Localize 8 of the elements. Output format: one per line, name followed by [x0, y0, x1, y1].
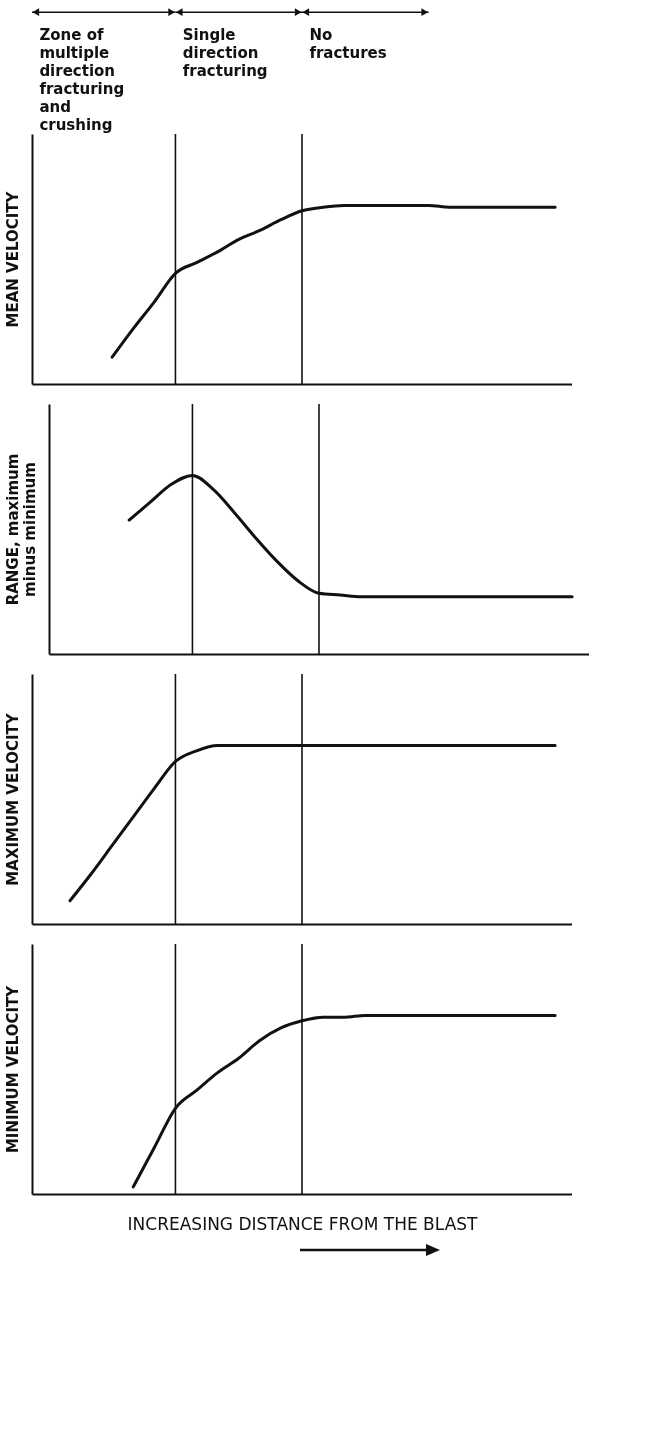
x-axis-title: INCREASING DISTANCE FROM THE BLAST	[127, 1213, 479, 1234]
text: No fractures	[309, 25, 387, 62]
text: Single direction fracturing	[182, 25, 268, 80]
y-axis-title: MAXIMUM VELOCITY	[3, 712, 22, 886]
y-axis-title: MINIMUM VELOCITY	[3, 984, 22, 1154]
y-axis-title: MEAN VELOCITY	[3, 190, 22, 328]
y-axis-title: RANGE, maximum minus minimum	[3, 453, 39, 606]
text: Zone of multiple direction fracturing and crushing	[39, 25, 125, 134]
